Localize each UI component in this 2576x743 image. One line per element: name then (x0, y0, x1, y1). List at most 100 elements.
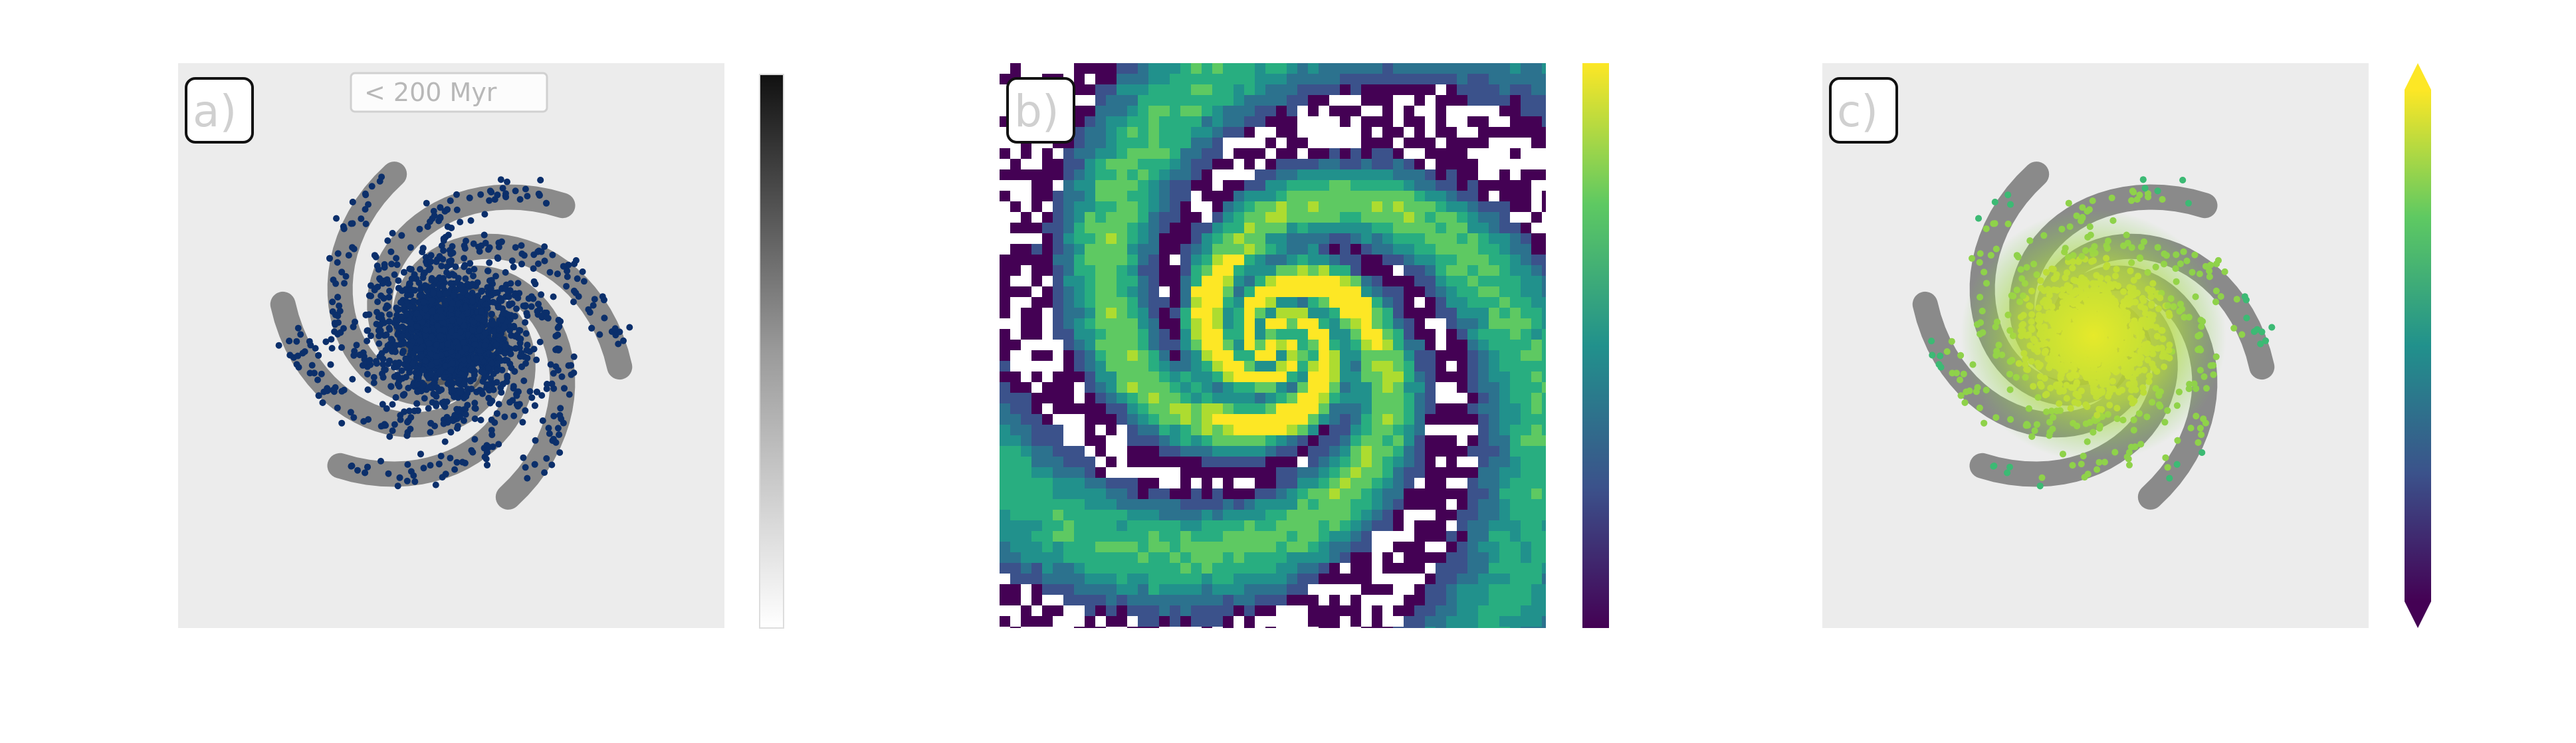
density-cell (1159, 510, 1170, 520)
density-cell (1117, 180, 1127, 191)
density-cell (1340, 393, 1350, 403)
density-cell (1393, 180, 1404, 191)
density-cell (1265, 148, 1276, 159)
density-cell (1531, 372, 1542, 382)
density-cell (1255, 340, 1265, 350)
density-cell (1308, 138, 1319, 148)
density-cell (1223, 212, 1234, 223)
density-cell (1265, 244, 1276, 255)
density-cell (1521, 510, 1531, 520)
density-cell (1276, 425, 1287, 435)
star-particle (461, 263, 468, 270)
density-cell (1095, 84, 1106, 95)
density-cell (1085, 329, 1095, 340)
star-particle (494, 348, 502, 356)
star-particle (411, 478, 419, 485)
density-cell (1202, 84, 1212, 95)
density-cell (1340, 350, 1350, 361)
density-cell (1457, 201, 1467, 212)
star-particle (464, 401, 471, 409)
density-cell (1521, 340, 1531, 350)
density-cell (1542, 403, 1546, 414)
density-cell (1340, 95, 1350, 106)
star-particle (333, 215, 340, 222)
star-particle (473, 388, 481, 395)
density-cell (1521, 159, 1531, 169)
density-cell (1042, 531, 1053, 542)
density-cell (1393, 191, 1404, 201)
density-cell (1138, 488, 1148, 499)
density-cell (1053, 63, 1063, 74)
density-cell (1361, 116, 1372, 127)
density-cell (1063, 223, 1074, 233)
density-cell (1404, 414, 1414, 425)
density-cell (1255, 233, 1265, 244)
density-cell (1350, 116, 1361, 127)
density-cell (1329, 244, 1340, 255)
density-cell (1350, 138, 1361, 148)
density-cell (1074, 478, 1085, 488)
density-cell (1297, 403, 1308, 414)
density-cell (1287, 393, 1297, 403)
density-cell (1191, 531, 1202, 542)
density-cell (1085, 159, 1095, 169)
star-particle (471, 405, 479, 412)
density-cell (1000, 212, 1010, 223)
density-cell (1382, 191, 1393, 201)
density-cell (1340, 106, 1350, 116)
density-cell (1138, 531, 1148, 542)
star-particle (324, 387, 331, 395)
density-cell (1010, 350, 1021, 361)
panel-a-legend-box (350, 72, 548, 113)
density-cell (1000, 350, 1010, 361)
density-cell (1467, 74, 1478, 84)
density-cell (1350, 212, 1361, 223)
density-cell (1404, 276, 1414, 286)
density-cell (1148, 478, 1159, 488)
density-cell (1180, 520, 1191, 531)
density-cell (1255, 488, 1265, 499)
star-particle (413, 400, 421, 407)
density-cell (1053, 297, 1063, 308)
density-cell (1436, 340, 1446, 350)
density-cell (1212, 382, 1223, 393)
density-cell (1308, 403, 1319, 414)
density-cell (1095, 244, 1106, 255)
density-cell (1010, 329, 1021, 340)
density-cell (1521, 84, 1531, 95)
density-cell (1191, 488, 1202, 499)
density-cell (1000, 372, 1010, 382)
density-cell (1287, 425, 1297, 435)
density-cell (1127, 531, 1138, 542)
density-cell (1010, 499, 1021, 510)
density-cell (1021, 446, 1031, 457)
density-cell (1255, 308, 1265, 318)
density-cell (1127, 138, 1138, 148)
density-cell (1478, 138, 1489, 148)
density-cell (1148, 520, 1159, 531)
density-cell (1499, 74, 1510, 84)
density-cell (1499, 95, 1510, 106)
density-cell (1542, 95, 1546, 106)
star-particle (364, 358, 372, 365)
density-cell (1265, 425, 1276, 435)
density-cell (1244, 169, 1255, 180)
star-particle (522, 302, 529, 309)
density-cell (1542, 74, 1546, 84)
density-cell (1510, 159, 1521, 169)
density-cell (1382, 244, 1393, 255)
density-cell (1521, 244, 1531, 255)
density-cell (1478, 382, 1489, 393)
density-cell (1329, 116, 1340, 127)
density-cell (1010, 457, 1021, 467)
density-cell (1265, 382, 1276, 393)
density-cell (1446, 318, 1457, 329)
density-cell (1138, 340, 1148, 350)
density-cell (1404, 223, 1414, 233)
density-cell (1489, 403, 1499, 414)
star-particle (425, 384, 433, 391)
density-cell (1276, 95, 1287, 106)
density-cell (1297, 329, 1308, 340)
density-cell (1404, 350, 1414, 361)
star-particle (419, 318, 426, 326)
